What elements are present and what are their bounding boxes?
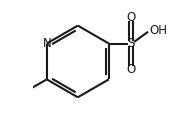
Text: O: O	[127, 63, 136, 76]
Text: N: N	[42, 37, 51, 50]
Text: O: O	[127, 11, 136, 24]
Text: S: S	[127, 37, 135, 50]
Text: OH: OH	[149, 24, 167, 37]
